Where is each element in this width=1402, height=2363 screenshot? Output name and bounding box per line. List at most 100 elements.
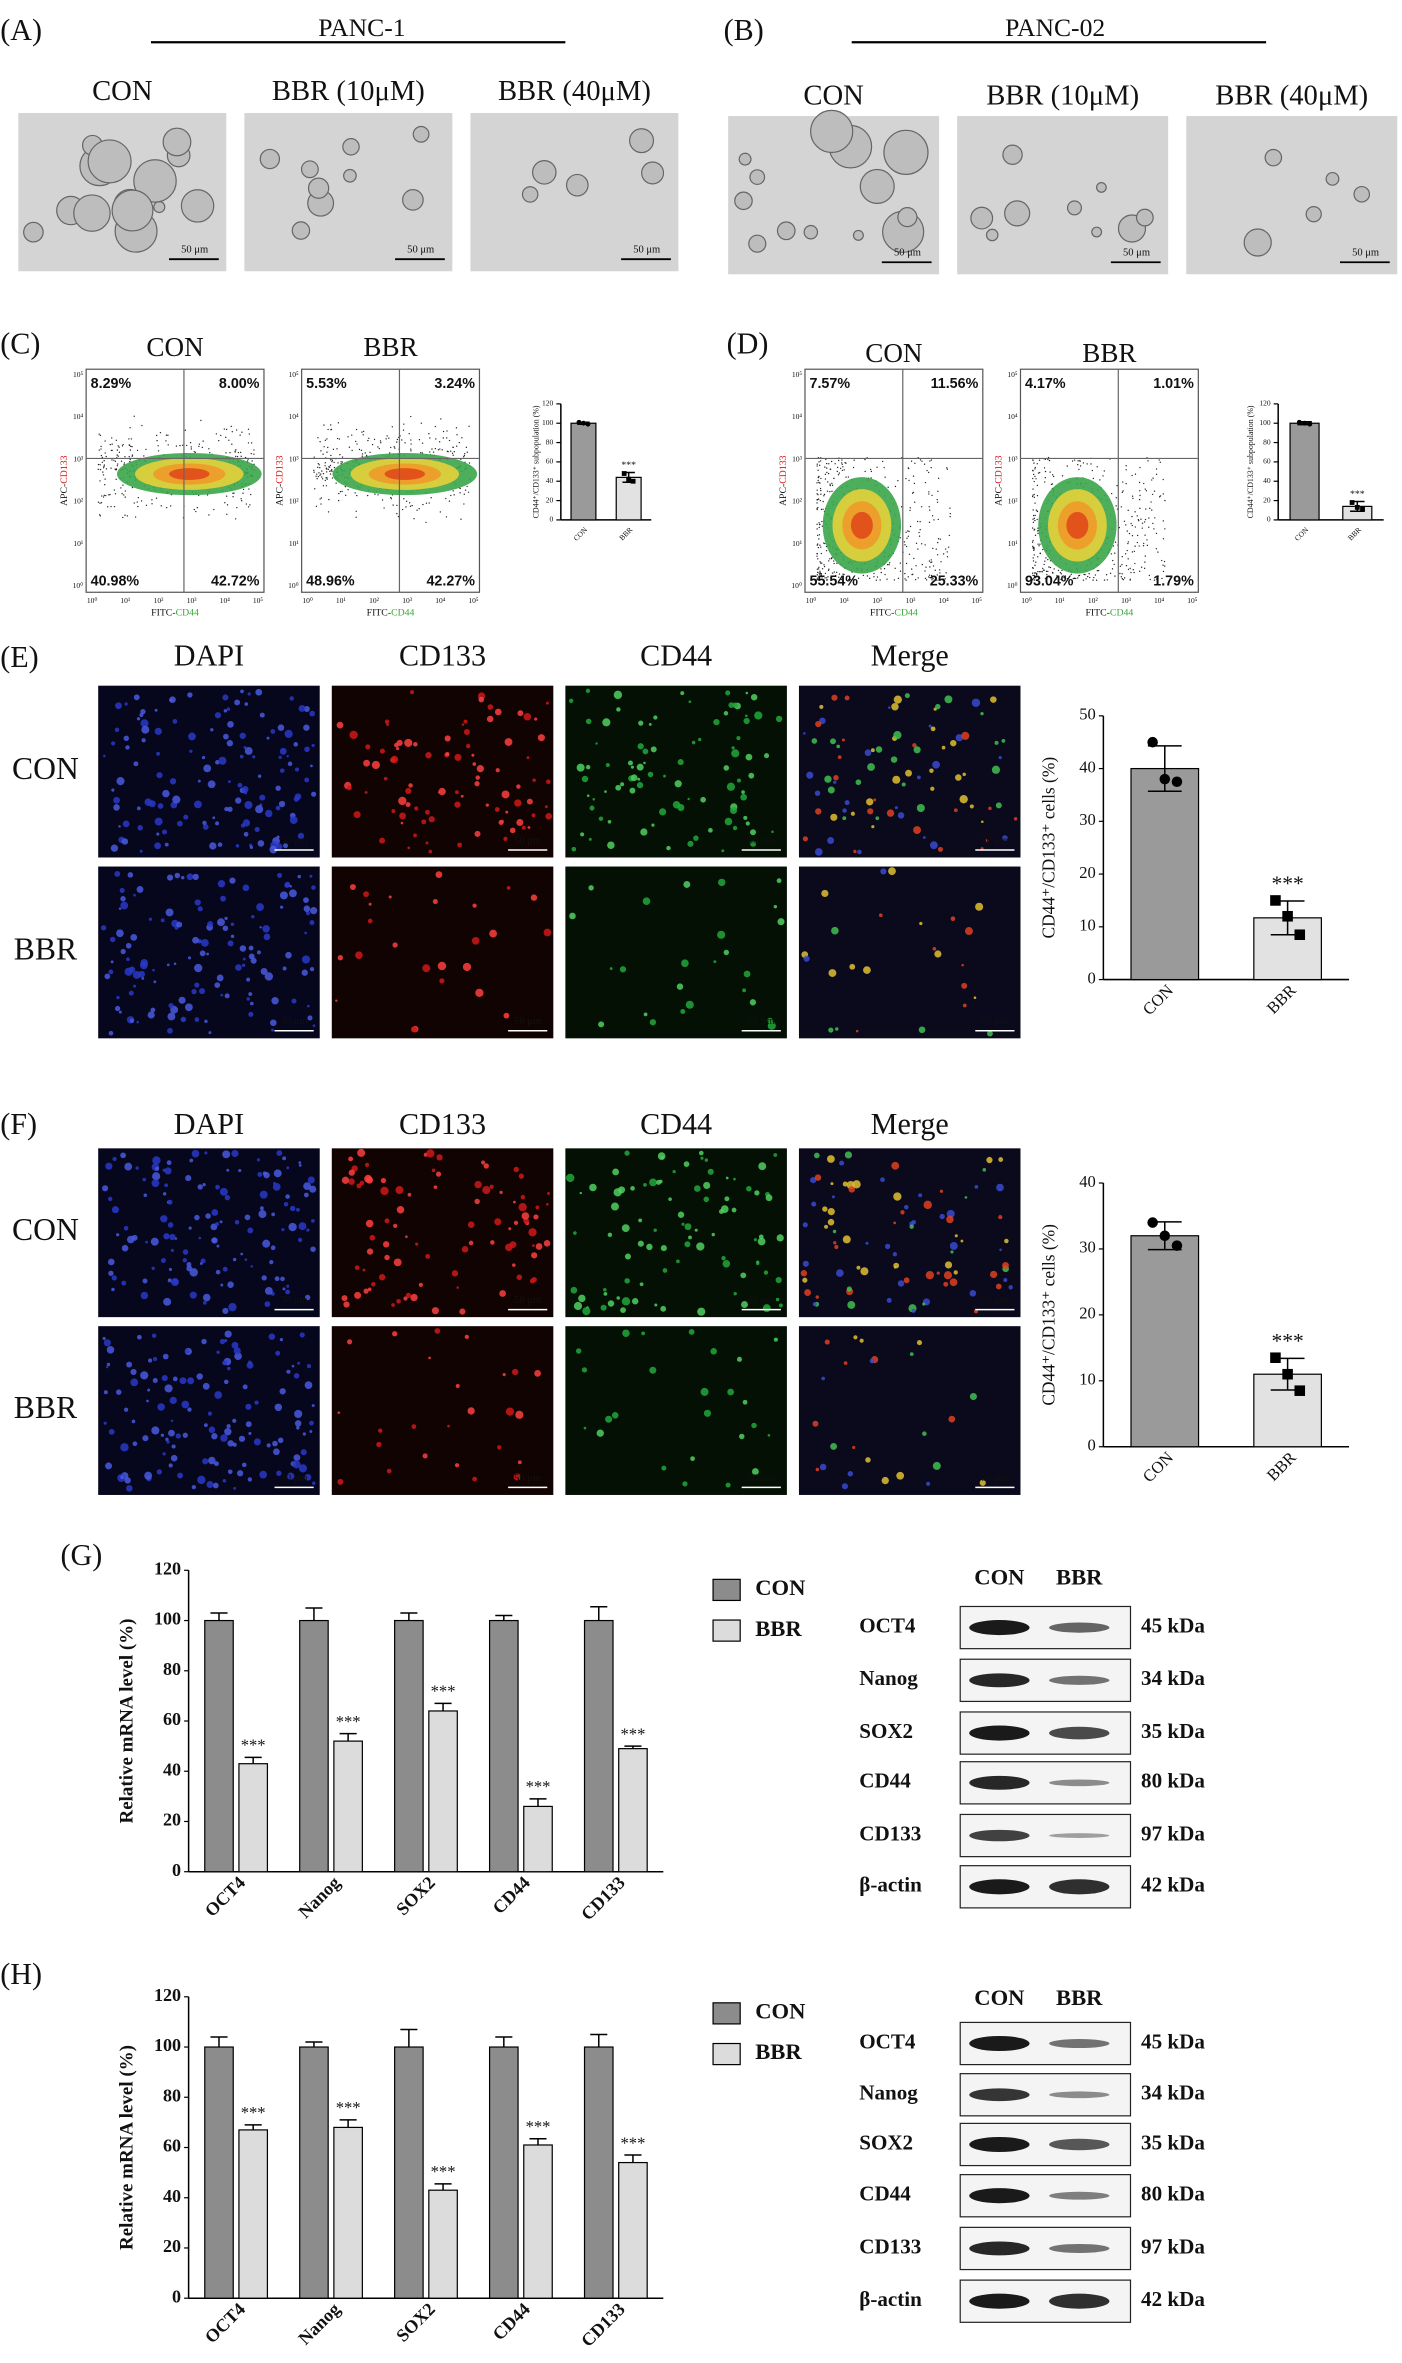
event bbox=[318, 464, 320, 466]
event bbox=[449, 450, 452, 452]
event bbox=[99, 480, 101, 482]
event bbox=[1132, 569, 1134, 571]
cell bbox=[486, 715, 494, 723]
cell bbox=[660, 1245, 667, 1252]
cell bbox=[718, 878, 726, 887]
y-tick-label: 0 bbox=[1088, 1436, 1096, 1455]
cell bbox=[126, 1361, 133, 1368]
event bbox=[186, 444, 188, 447]
cell bbox=[767, 1017, 773, 1024]
cell bbox=[248, 1431, 252, 1435]
event bbox=[936, 501, 939, 503]
cell bbox=[922, 836, 926, 839]
event bbox=[1044, 470, 1047, 473]
event bbox=[363, 430, 365, 433]
cell bbox=[185, 1174, 192, 1182]
event bbox=[99, 502, 101, 504]
event bbox=[928, 576, 930, 578]
cell bbox=[936, 1271, 940, 1275]
cell bbox=[459, 1308, 466, 1315]
cell bbox=[893, 695, 902, 704]
event bbox=[369, 451, 371, 454]
cell bbox=[677, 1211, 685, 1218]
cell bbox=[294, 1409, 303, 1419]
event bbox=[817, 558, 819, 560]
cell bbox=[891, 703, 899, 711]
cell bbox=[543, 1240, 551, 1247]
cell bbox=[629, 787, 636, 794]
cell bbox=[359, 1180, 365, 1186]
event bbox=[327, 511, 330, 513]
quadrant-percent: 1.01% bbox=[1153, 376, 1194, 392]
event bbox=[337, 462, 339, 464]
event bbox=[233, 492, 235, 494]
cell bbox=[730, 807, 738, 815]
event bbox=[1033, 462, 1035, 464]
event bbox=[838, 472, 841, 474]
bar bbox=[1289, 422, 1320, 521]
event bbox=[836, 562, 838, 564]
cell bbox=[573, 1231, 577, 1235]
cell bbox=[151, 1333, 157, 1338]
cell bbox=[300, 1449, 307, 1456]
event bbox=[344, 494, 347, 496]
event bbox=[1162, 564, 1164, 566]
cell bbox=[481, 1160, 486, 1165]
cell bbox=[382, 1241, 390, 1248]
cell bbox=[136, 717, 141, 721]
cell bbox=[569, 912, 576, 920]
cell bbox=[139, 961, 148, 970]
event bbox=[905, 545, 908, 548]
event bbox=[410, 443, 412, 445]
event bbox=[841, 463, 843, 465]
event bbox=[1134, 562, 1136, 565]
cell bbox=[163, 1233, 170, 1240]
cell bbox=[426, 1149, 435, 1158]
event bbox=[319, 441, 321, 443]
event bbox=[1061, 569, 1063, 572]
event bbox=[912, 573, 914, 575]
cell bbox=[156, 1469, 162, 1475]
axis-label-part: CD44 bbox=[391, 608, 414, 619]
event bbox=[829, 558, 831, 560]
event bbox=[190, 446, 192, 448]
cell bbox=[425, 809, 430, 815]
event bbox=[110, 505, 112, 508]
event bbox=[358, 448, 361, 451]
event bbox=[401, 439, 403, 441]
cell bbox=[478, 696, 485, 703]
event bbox=[1115, 497, 1117, 499]
event bbox=[1151, 509, 1153, 511]
cell bbox=[624, 1278, 630, 1284]
cell bbox=[124, 1162, 133, 1171]
cell bbox=[811, 1201, 817, 1207]
cell bbox=[198, 1236, 202, 1240]
event bbox=[1138, 570, 1141, 573]
cell bbox=[293, 1454, 301, 1462]
cell bbox=[534, 1370, 541, 1377]
cell bbox=[743, 717, 750, 725]
event bbox=[912, 475, 915, 477]
event bbox=[1032, 521, 1035, 524]
event bbox=[816, 508, 818, 511]
event bbox=[886, 578, 888, 580]
event bbox=[819, 482, 821, 484]
event bbox=[1119, 572, 1121, 575]
cell bbox=[495, 768, 500, 773]
cell bbox=[167, 1012, 176, 1021]
cell bbox=[742, 1399, 748, 1405]
protein-label: SOX2 bbox=[859, 1719, 913, 1743]
cell bbox=[456, 1286, 459, 1289]
error-bar bbox=[529, 1798, 547, 1807]
event bbox=[830, 460, 833, 463]
event bbox=[822, 500, 824, 503]
cell bbox=[271, 997, 279, 1005]
event bbox=[1040, 571, 1042, 573]
cell bbox=[413, 833, 417, 838]
cell bbox=[162, 1192, 167, 1196]
cell bbox=[700, 796, 706, 803]
cell bbox=[286, 755, 289, 758]
event bbox=[1056, 575, 1058, 577]
event bbox=[1070, 573, 1072, 576]
event bbox=[317, 466, 319, 469]
